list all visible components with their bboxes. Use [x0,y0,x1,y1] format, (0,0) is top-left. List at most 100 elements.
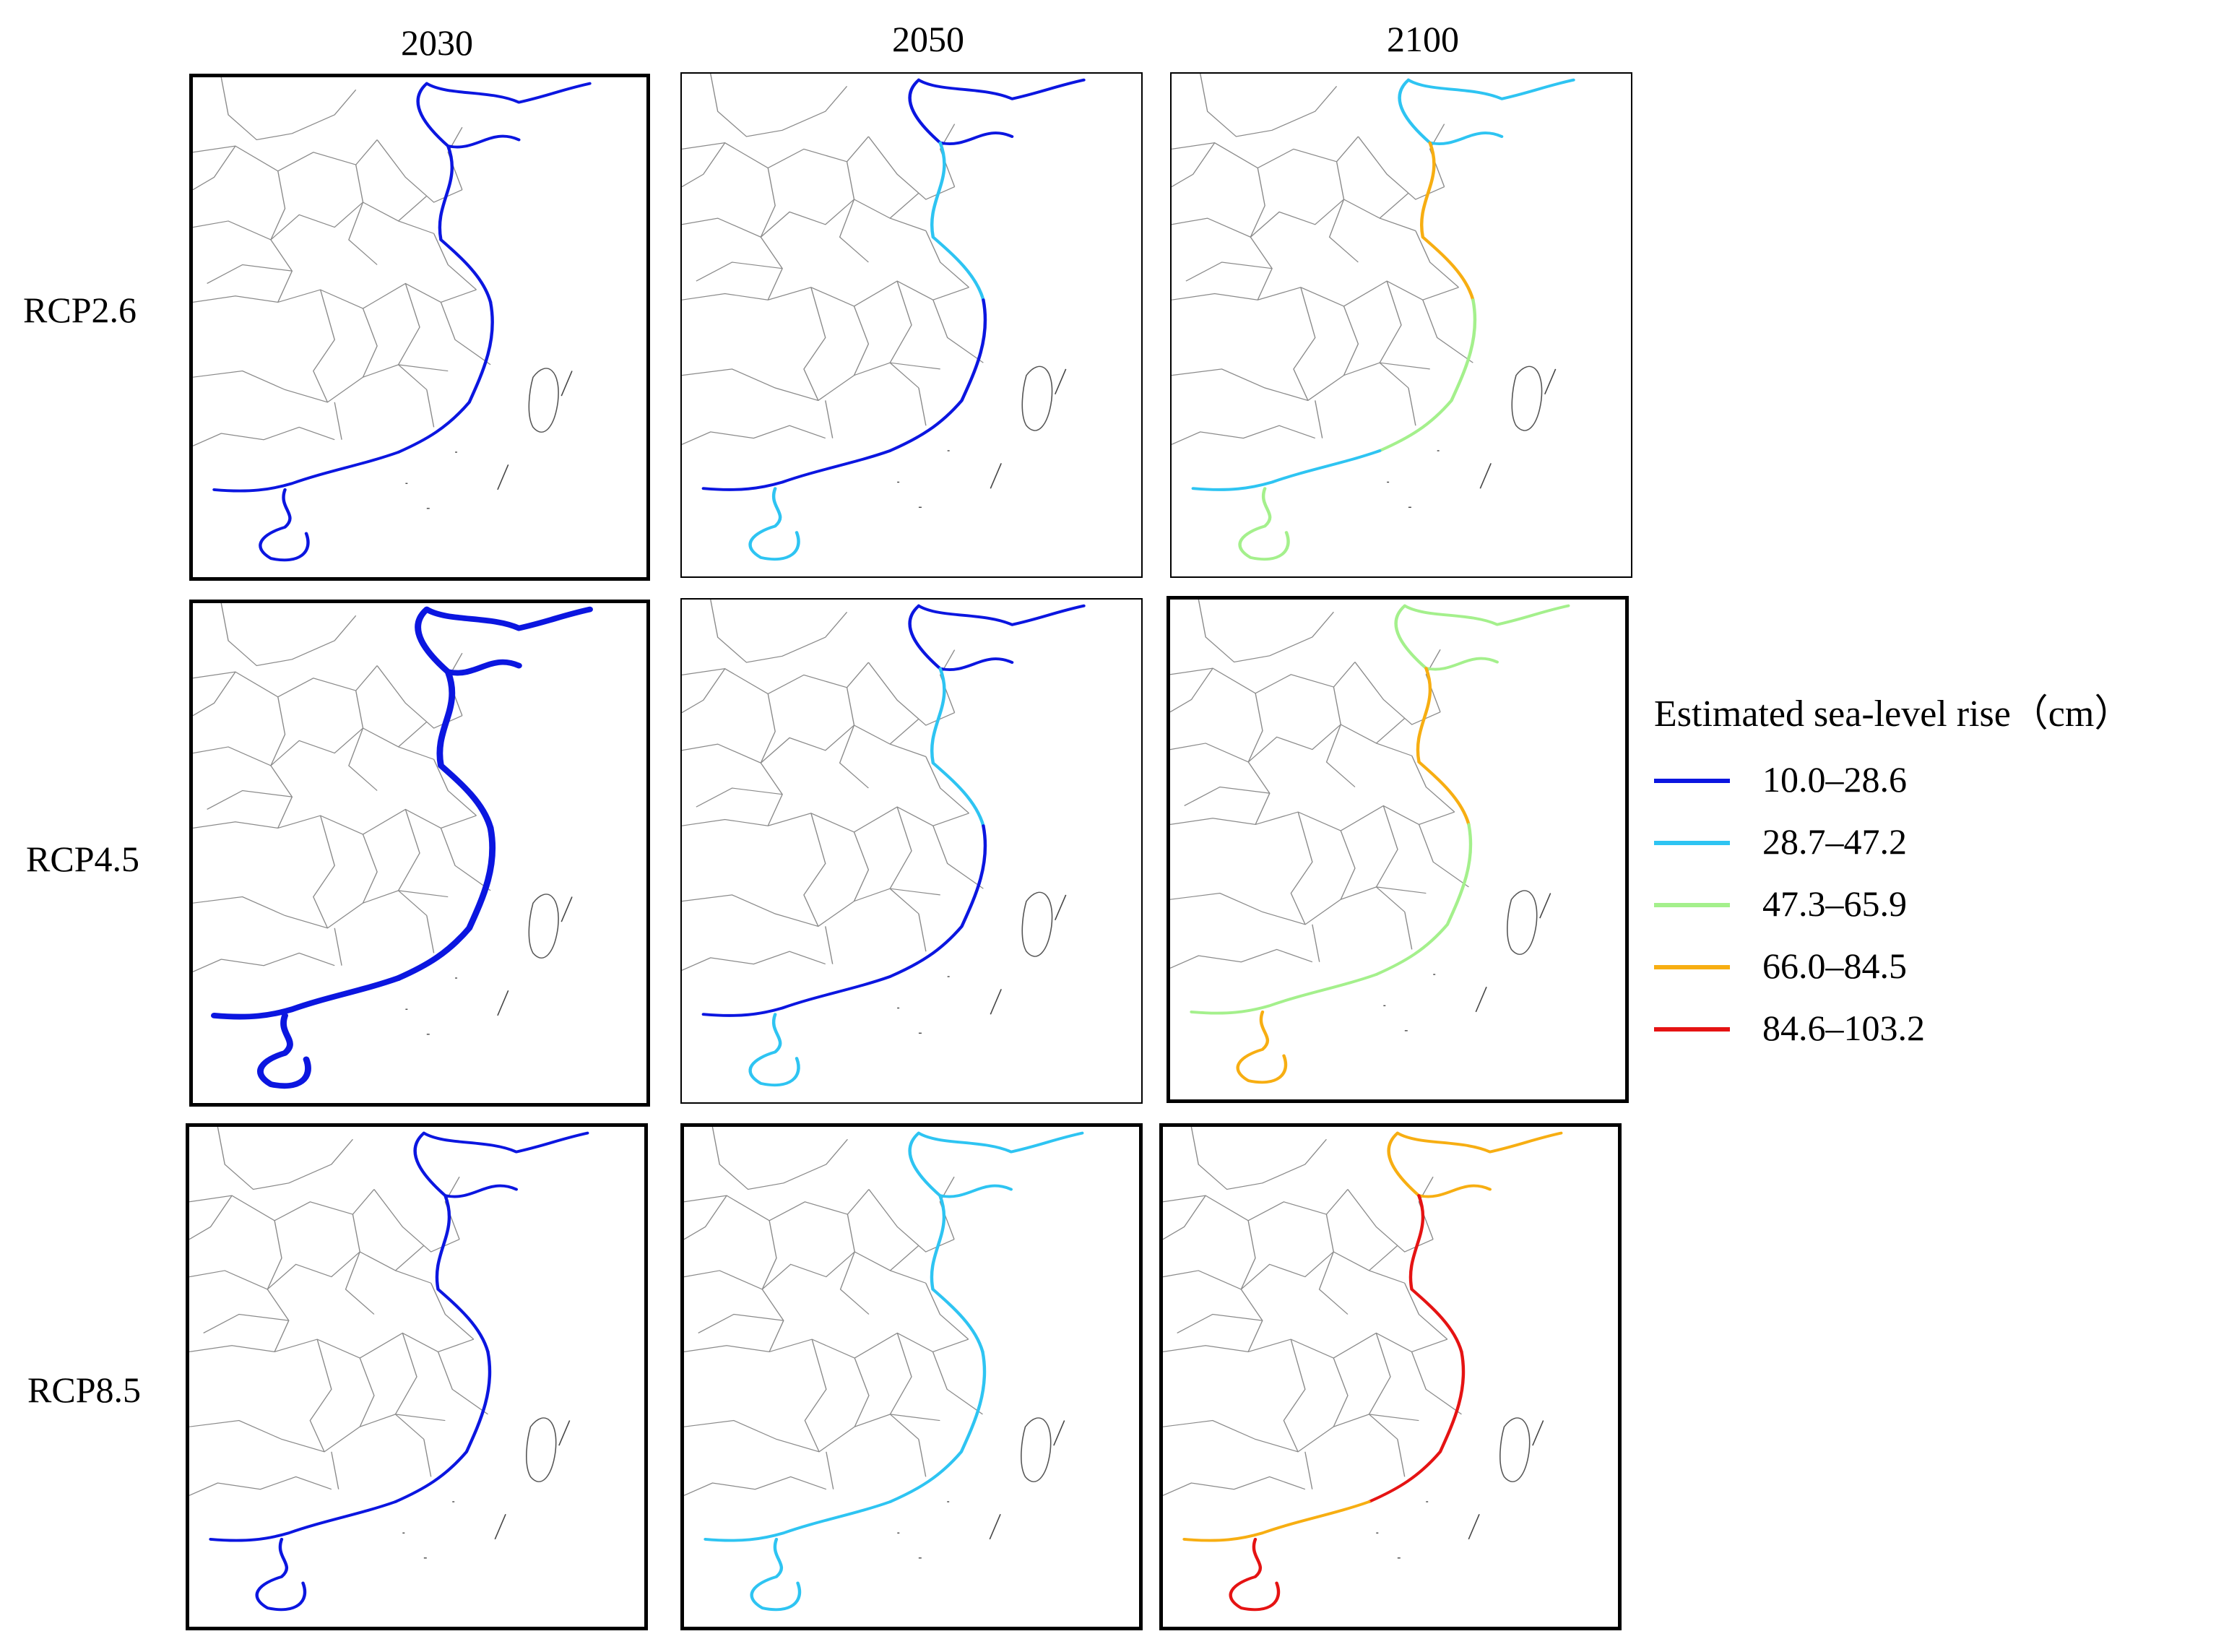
province-border [440,828,491,891]
province-border [362,834,378,904]
column-label-2030: 2030 [401,22,473,63]
province-border [203,1313,289,1333]
province-border [1184,786,1270,806]
province-border [918,387,927,426]
coastline-segment [888,824,987,978]
province-border [270,696,293,829]
legend-label: 47.3–65.9 [1762,883,1907,924]
province-border [189,1414,446,1453]
province-border [193,364,449,403]
sea-island-mark [497,990,509,1016]
province-border [1163,1414,1419,1453]
province-border [889,1333,919,1440]
province-border [1200,74,1338,137]
sea-island-mark [1053,1420,1065,1446]
sea-island-mark [497,464,509,490]
province-border [313,289,335,403]
legend-title: Estimated sea-level rise（cm） [1654,693,2132,735]
coastline-segment [1236,1010,1288,1084]
province-border [1185,261,1273,282]
province-border [889,280,919,389]
taiwan-outline [1499,1417,1531,1482]
province-border [684,1195,727,1240]
province-border [1404,912,1413,950]
province-border [447,126,463,190]
province-border [426,915,435,953]
coastline-segment [917,604,1086,626]
coastline-segment [1377,298,1477,452]
coastline-segment [435,1194,490,1354]
province-border [1247,693,1271,825]
province-border [437,1352,488,1415]
province-border [193,952,335,972]
sea-island-mark [1544,368,1557,394]
province-border [348,165,378,265]
province-border [1250,168,1273,300]
province-border [1379,280,1409,389]
province-border [1172,136,1359,169]
coastline-segment [917,78,1086,100]
taiwan-outline [528,894,559,959]
province-border [684,1332,969,1359]
province-border [854,1357,870,1427]
province-border [1170,805,1455,831]
province-border [682,806,969,833]
province-border [423,1439,432,1477]
province-border [220,77,357,141]
province-border [1163,1332,1448,1359]
coastline-segment [930,667,985,828]
province-border [373,1189,460,1253]
province-border [440,302,491,366]
province-border [839,687,869,789]
province-border [853,831,870,901]
sea-island-mark [1479,463,1492,489]
province-border [918,1439,927,1477]
legend-swatch [1654,903,1730,907]
province-border [684,1189,870,1221]
province-border [193,282,477,309]
province-border [1177,1313,1263,1333]
province-border [193,139,378,172]
province-border [334,402,342,440]
province-border [1163,1189,1349,1221]
sea-island-mark [1539,893,1551,919]
province-border [803,287,826,401]
province-border [1163,1251,1405,1290]
coastline-segment [1182,1500,1371,1542]
province-border [345,1214,375,1315]
province-border [1198,600,1334,663]
province-border [1290,811,1313,925]
province-border [267,1220,290,1352]
sea-island-mark [990,989,1002,1015]
province-borders [189,1127,488,1496]
china-coast-map [682,74,1086,561]
province-border [1357,136,1445,200]
china-coast-map [1170,600,1570,1084]
coastline-segment [750,1537,802,1612]
china-coast-map [193,77,592,562]
coastline-segment [1420,141,1475,302]
coastline-segment [1229,1537,1281,1612]
province-border [1418,1176,1434,1240]
province-border [682,888,940,927]
province-border [1415,230,1459,288]
coastline-segment [438,144,493,304]
legend-swatch [1654,841,1730,845]
province-border [1408,387,1416,426]
province-border [430,1283,475,1340]
province-border [1375,717,1406,744]
province-borders [684,1127,983,1496]
province-border [1429,124,1445,187]
province-border [682,199,927,238]
province-border [932,1352,983,1415]
coastline-segment [1375,823,1473,976]
province-border [1172,199,1416,238]
province-border [684,1476,827,1496]
coastline-segment [748,487,800,561]
map-panel-rcp45-2030 [189,600,650,1107]
province-border [397,283,428,390]
column-label-2100: 2100 [1387,19,1459,59]
legend-item: 84.6–103.2 [1654,1000,2131,1062]
province-border [433,233,477,290]
coastline-segment [1406,78,1575,100]
